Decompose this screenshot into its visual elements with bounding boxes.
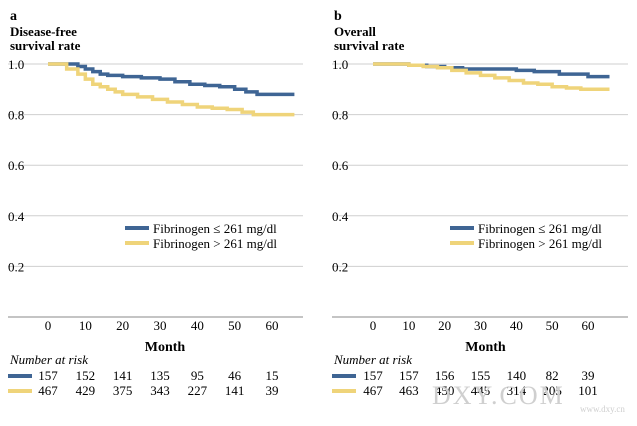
x-tick-label: 50 [546,318,559,333]
y-axis-title-line: survival rate [334,38,405,53]
risk-count: 82 [546,368,559,383]
risk-count: 467 [363,383,383,398]
y-tick-label: 0.6 [332,158,349,173]
risk-count: 95 [191,368,204,383]
risk-count: 375 [113,383,133,398]
x-tick-label: 20 [438,318,451,333]
x-tick-label: 60 [266,318,279,333]
x-tick-label: 50 [228,318,241,333]
x-tick-label: 40 [191,318,204,333]
risk-count: 140 [507,368,527,383]
x-tick-label: 0 [370,318,377,333]
x-tick-label: 0 [45,318,52,333]
y-tick-label: 0.4 [332,209,349,224]
legend-label: Fibrinogen > 261 mg/dl [153,236,277,251]
y-tick-label: 1.0 [8,57,24,72]
y-axis-title-line: Disease-free [10,24,77,39]
risk-count: 39 [582,368,595,383]
risk-count: 343 [150,383,170,398]
x-axis-label: Month [145,340,186,355]
panel-letter: b [334,9,342,24]
risk-table-title: Number at risk [9,352,88,367]
x-tick-label: 40 [510,318,523,333]
y-axis-title-line: Overall [334,24,376,39]
y-tick-label: 0.4 [8,209,25,224]
risk-count: 157 [399,368,419,383]
y-tick-label: 0.6 [8,158,25,173]
risk-table-title: Number at risk [333,352,412,367]
legend-label: Fibrinogen > 261 mg/dl [478,236,602,251]
series-line-fibrinogen-low [48,62,295,97]
risk-count: 429 [76,383,96,398]
x-tick-label: 60 [582,318,595,333]
y-tick-label: 0.2 [332,259,348,274]
y-tick-label: 0.8 [332,108,348,123]
panel-letter: a [10,9,17,24]
watermark-url: www.dxy.cn [580,404,625,414]
series-line-fibrinogen-high [48,62,295,117]
y-tick-label: 0.8 [8,108,24,123]
risk-count: 15 [266,368,279,383]
risk-count: 314 [507,383,527,398]
y-axis-title-line: survival rate [10,38,81,53]
x-tick-label: 10 [402,318,415,333]
y-tick-label: 0.2 [8,259,24,274]
risk-count: 141 [113,368,133,383]
x-tick-label: 30 [474,318,487,333]
risk-count: 39 [266,383,279,398]
y-tick-label: 1.0 [332,57,348,72]
watermark-logo: DXY.COM [432,381,565,410]
risk-count: 205 [542,383,562,398]
x-tick-label: 20 [116,318,129,333]
risk-count: 155 [471,368,491,383]
risk-count: 46 [228,368,242,383]
risk-count: 463 [399,383,419,398]
legend-label: Fibrinogen ≤ 261 mg/dl [153,221,277,236]
x-axis-label: Month [465,340,506,355]
risk-count: 467 [38,383,58,398]
risk-count: 152 [76,368,96,383]
risk-count: 101 [578,383,598,398]
series-line-fibrinogen-high [373,62,610,92]
x-tick-label: 30 [154,318,167,333]
risk-count: 227 [188,383,208,398]
risk-count: 157 [363,368,383,383]
risk-count: 450 [435,383,455,398]
legend-label: Fibrinogen ≤ 261 mg/dl [478,221,602,236]
risk-count: 157 [38,368,58,383]
risk-count: 445 [471,383,491,398]
risk-count: 135 [150,368,170,383]
x-tick-label: 10 [79,318,92,333]
risk-count: 141 [225,383,245,398]
risk-count: 156 [435,368,455,383]
